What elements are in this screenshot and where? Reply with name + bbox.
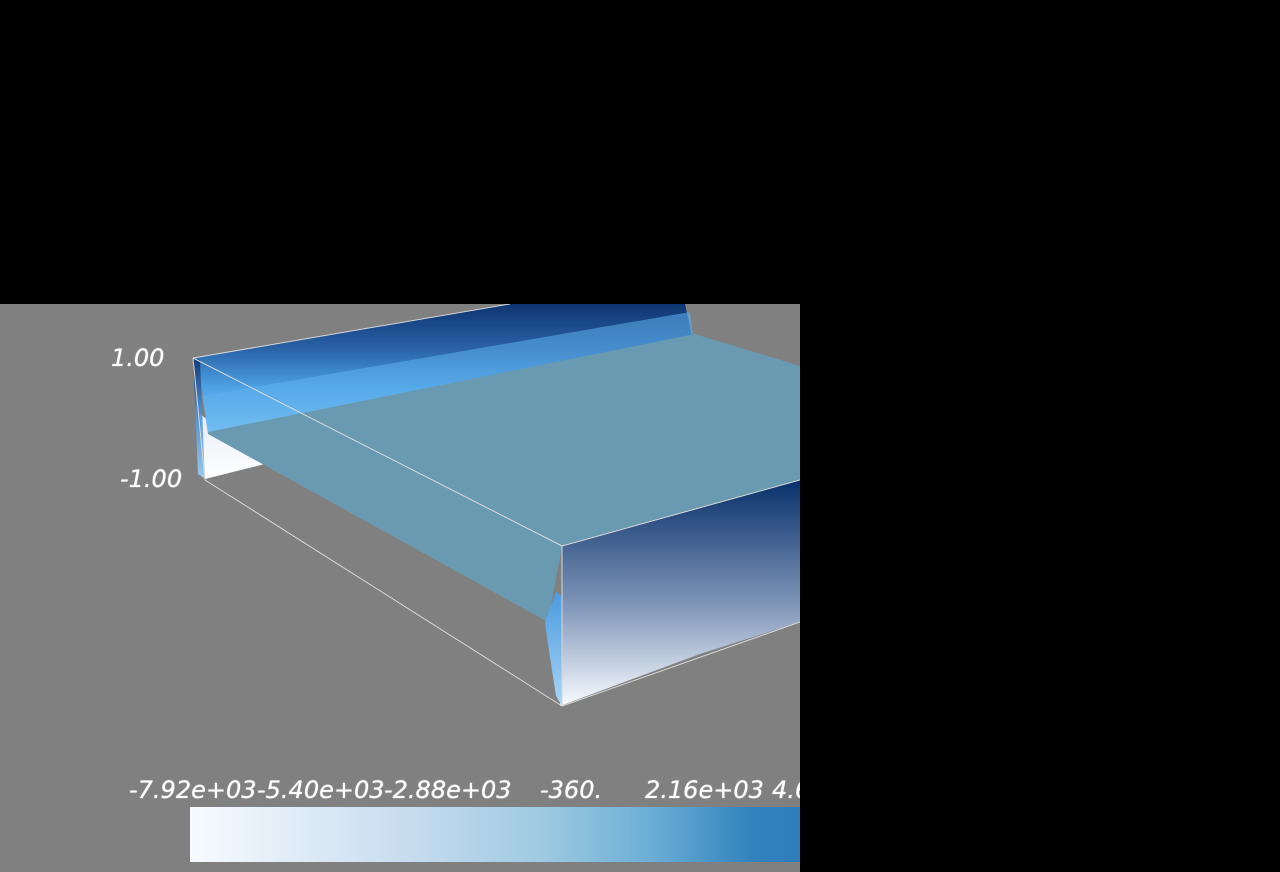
back-ridge-highlight (202, 312, 693, 434)
colorbar-labels: -7.92e+03 -5.40e+03 -2.88e+03 -360. 2.16… (0, 778, 800, 808)
front-corner-ridge (545, 592, 562, 706)
surface-plot-scene[interactable] (0, 304, 800, 872)
front-face (560, 480, 800, 706)
bounding-box (192, 304, 800, 707)
z-axis-max-label: 1.00 (111, 344, 165, 372)
colorbar-label: -7.92e+03 (129, 776, 257, 804)
colorbar (190, 807, 800, 862)
colorbar-label: 4.68e+03 (772, 776, 800, 804)
colorbar-label: -5.40e+03 (257, 776, 385, 804)
colorbar-label: -2.88e+03 (384, 776, 512, 804)
top-surface (208, 334, 800, 622)
z-axis-min-label: -1.00 (120, 465, 183, 493)
3d-viewport[interactable]: 1.00 -1.00 -7.92e+03 -5.40e+03 -2.88e+03… (0, 304, 800, 872)
colorbar-label: -360. (540, 776, 603, 804)
colorbar-label: 2.16e+03 (645, 776, 764, 804)
